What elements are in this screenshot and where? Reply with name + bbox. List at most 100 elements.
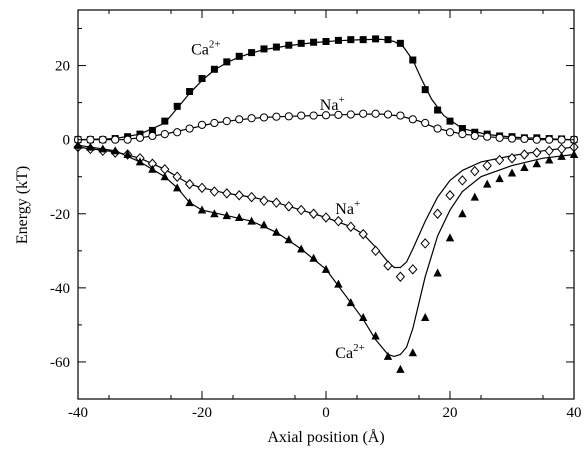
series-3-point-22 <box>333 215 344 227</box>
series-1-point-12 <box>210 65 218 73</box>
series-2-point-39 <box>545 135 554 144</box>
series-3-point-17 <box>271 197 282 208</box>
x-tick-label: -20 <box>192 405 212 421</box>
series-1-point-21 <box>322 37 330 45</box>
x-tick-label: -40 <box>68 405 88 421</box>
series-2-point-31 <box>445 128 455 137</box>
series-4-point-12 <box>210 209 219 218</box>
series-4-point-33 <box>470 192 479 201</box>
series-1-point-32 <box>458 125 466 133</box>
series-4-point-28 <box>408 348 417 357</box>
x-tick-label: 20 <box>443 405 458 421</box>
series-4-point-17 <box>272 227 281 236</box>
series-4-point-38 <box>532 159 541 168</box>
series-4-point-18 <box>284 235 293 244</box>
series-4-point-22 <box>334 279 343 288</box>
series-1-point-19 <box>297 39 305 47</box>
series-4-point-2 <box>86 142 95 151</box>
series-4-point-21 <box>321 264 331 273</box>
series-2-point-21 <box>321 111 331 120</box>
series-3-point-15 <box>246 191 257 203</box>
series-3-point-37 <box>519 149 530 160</box>
series-1-point-7 <box>148 126 156 134</box>
series-4-point-5 <box>123 149 132 158</box>
series-4-point-35 <box>495 174 504 183</box>
series-2-point-18 <box>284 112 293 121</box>
series-2-point-4 <box>111 135 120 144</box>
series-3-point-23 <box>346 221 356 232</box>
series-4-point-32 <box>458 209 467 218</box>
series-3-point-29 <box>420 238 430 249</box>
series-4-point-27 <box>396 364 405 373</box>
series-2-point-10 <box>185 124 194 133</box>
series-2-point-34 <box>483 132 492 141</box>
series-1-point-26 <box>384 36 392 44</box>
series-2-point-24 <box>359 109 368 118</box>
series-1-point-11 <box>198 75 206 83</box>
series-3-point-28 <box>408 264 418 275</box>
series-1-point-27 <box>396 39 404 47</box>
series-1-point-31 <box>446 117 454 125</box>
series-3-point-14 <box>234 189 244 201</box>
series-1-point-8 <box>161 117 169 125</box>
series-2-point-38 <box>532 135 541 144</box>
y-tick-label: 20 <box>55 59 70 75</box>
series-4-point-13 <box>222 211 231 220</box>
series-1-point-18 <box>285 41 293 49</box>
series-4-point-11 <box>197 205 207 214</box>
series-2-point-22 <box>334 110 343 119</box>
series-2-point-2 <box>86 135 95 144</box>
series-4-point-34 <box>483 179 492 188</box>
series-4-point-23 <box>346 298 355 307</box>
series-1-point-28 <box>409 56 417 64</box>
series-3-point-12 <box>209 186 220 197</box>
series-4-point-19 <box>297 244 306 253</box>
series-1-point-14 <box>235 52 243 60</box>
series-2-point-36 <box>507 134 517 143</box>
annotations-layer: Ca2+ Na+ Na+ Ca2+ <box>191 38 365 362</box>
x-tick-label: 40 <box>567 405 582 421</box>
series-1-point-16 <box>260 45 268 53</box>
series-2-point-15 <box>247 114 256 123</box>
series-4-point-15 <box>247 216 256 225</box>
series-2-point-17 <box>272 112 281 121</box>
series-3-point-31 <box>445 189 455 201</box>
series-4-point-29 <box>421 312 430 321</box>
series-4-point-40 <box>557 151 566 160</box>
series-3-point-20 <box>308 208 319 220</box>
series-4-point-8 <box>160 172 169 181</box>
series-2-point-28 <box>408 115 417 124</box>
series-1-point-15 <box>248 49 256 57</box>
series-3-point-33 <box>470 165 480 177</box>
series-2-point-30 <box>433 124 442 133</box>
ion-annotation: Na+ <box>320 94 345 114</box>
series-4-point-26 <box>383 351 393 360</box>
series-2-point-8 <box>160 130 169 139</box>
series-2-point-6 <box>135 133 145 142</box>
series-2-point-40 <box>557 135 566 144</box>
series-2-point-25 <box>371 109 380 118</box>
curves-layer <box>77 38 575 358</box>
series-1-point-9 <box>173 102 181 110</box>
fit-curve-1 <box>77 38 575 141</box>
series-3-point-18 <box>284 201 294 212</box>
series-3-point-25 <box>370 245 381 257</box>
series-4-point-36 <box>507 168 517 177</box>
series-2-point-29 <box>421 118 430 128</box>
series-4-point-14 <box>235 212 244 221</box>
series-3-point-35 <box>494 154 505 166</box>
series-2-point-33 <box>470 131 479 141</box>
series-2-point-14 <box>235 115 244 124</box>
fit-curve-4 <box>77 144 575 358</box>
series-4-point-6 <box>135 157 145 166</box>
series-2-point-32 <box>458 130 467 139</box>
tick-labels-layer: -40 -20 0 20 40 20 0 -20 -40 -60 <box>50 59 582 421</box>
y-tick-label: 0 <box>63 133 71 149</box>
ion-annotation: Na+ <box>335 198 360 218</box>
series-2-point-35 <box>495 133 504 142</box>
series-2-point-20 <box>309 111 318 120</box>
series-2-point-11 <box>197 120 207 129</box>
ticks-layer <box>77 10 575 399</box>
series-2-point-27 <box>396 111 405 120</box>
